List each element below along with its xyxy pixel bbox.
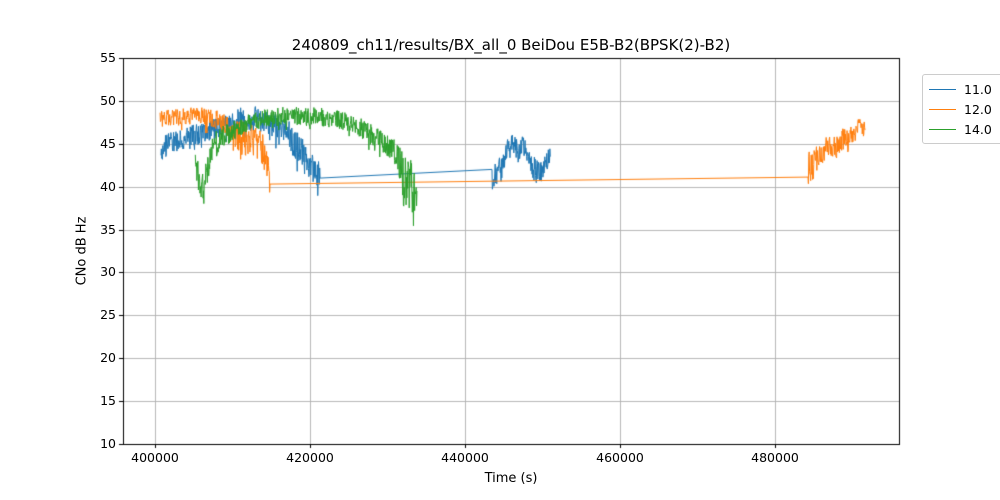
y-tick-label: 50	[100, 92, 116, 108]
legend-line-swatch	[929, 108, 956, 110]
y-tick-label: 55	[100, 50, 116, 65]
y-tick-label: 40	[100, 178, 116, 194]
chart-title: 240809_ch11/results/BX_all_0 BeiDou E5B-…	[291, 36, 731, 54]
x-tick-label: 400000	[131, 450, 179, 465]
x-tick-label: 480000	[751, 450, 799, 465]
legend: 11.0 12.0 14.0	[922, 74, 1000, 144]
legend-line-swatch	[929, 88, 956, 90]
legend-item-label: 14.0	[964, 121, 992, 137]
x-tick-label: 420000	[286, 450, 334, 465]
y-tick-label: 20	[100, 350, 116, 366]
y-tick-label: 30	[100, 264, 116, 280]
y-tick-label: 45	[100, 135, 116, 151]
legend-item: 11.0	[929, 79, 1000, 99]
legend-item-label: 12.0	[964, 101, 992, 117]
legend-item: 12.0	[929, 99, 1000, 119]
legend-item-label: 11.0	[964, 81, 992, 97]
x-axis-label: Time (s)	[484, 471, 538, 486]
y-tick-label: 10	[100, 436, 116, 451]
y-tick-label: 15	[100, 393, 116, 409]
legend-line-swatch	[929, 128, 956, 130]
x-tick-label: 460000	[596, 450, 644, 465]
x-tick-label: 440000	[441, 450, 489, 465]
legend-item: 14.0	[929, 119, 1000, 139]
y-tick-label: 35	[100, 221, 116, 237]
y-tick-label: 25	[100, 307, 116, 323]
